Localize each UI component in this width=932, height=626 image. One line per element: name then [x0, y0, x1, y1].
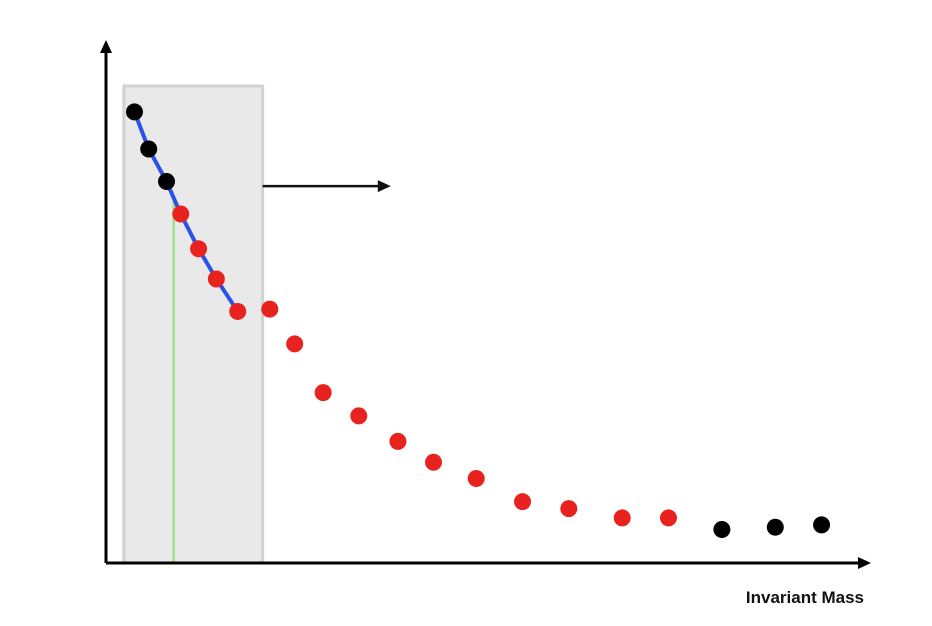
signal-region-point-8 — [350, 407, 368, 425]
signal-region-point-4 — [229, 302, 247, 320]
signal-region-point-11 — [467, 469, 485, 487]
signal-region-point-9 — [389, 432, 407, 450]
annotation-arrowhead — [377, 180, 391, 193]
highlight-region — [122, 84, 265, 565]
signal-region-point-14 — [613, 509, 631, 527]
sideband-high-point-3 — [813, 516, 831, 534]
signal-region-point-5 — [261, 300, 279, 318]
signal-region-point-12 — [514, 493, 532, 511]
x-axis-arrowhead — [858, 557, 871, 569]
signal-region-point-13 — [560, 500, 578, 518]
data-points — [125, 103, 831, 539]
signal-region-point-2 — [190, 240, 208, 258]
signal-region-point-7 — [314, 384, 332, 402]
sideband-low-point-1 — [125, 103, 143, 121]
signal-region-point-3 — [207, 270, 225, 288]
y-axis-arrowhead — [100, 40, 112, 53]
signal-region-point-10 — [425, 453, 443, 471]
sideband-low-point-2 — [140, 140, 158, 158]
x-axis-label: Invariant Mass — [745, 588, 864, 607]
signal-region-point-1 — [172, 205, 190, 223]
sideband-high-point-2 — [766, 518, 784, 536]
signal-region-point-6 — [286, 335, 304, 353]
sideband-high-point-1 — [713, 521, 731, 539]
signal-region-point-15 — [659, 509, 677, 527]
sideband-low-point-3 — [158, 173, 176, 191]
